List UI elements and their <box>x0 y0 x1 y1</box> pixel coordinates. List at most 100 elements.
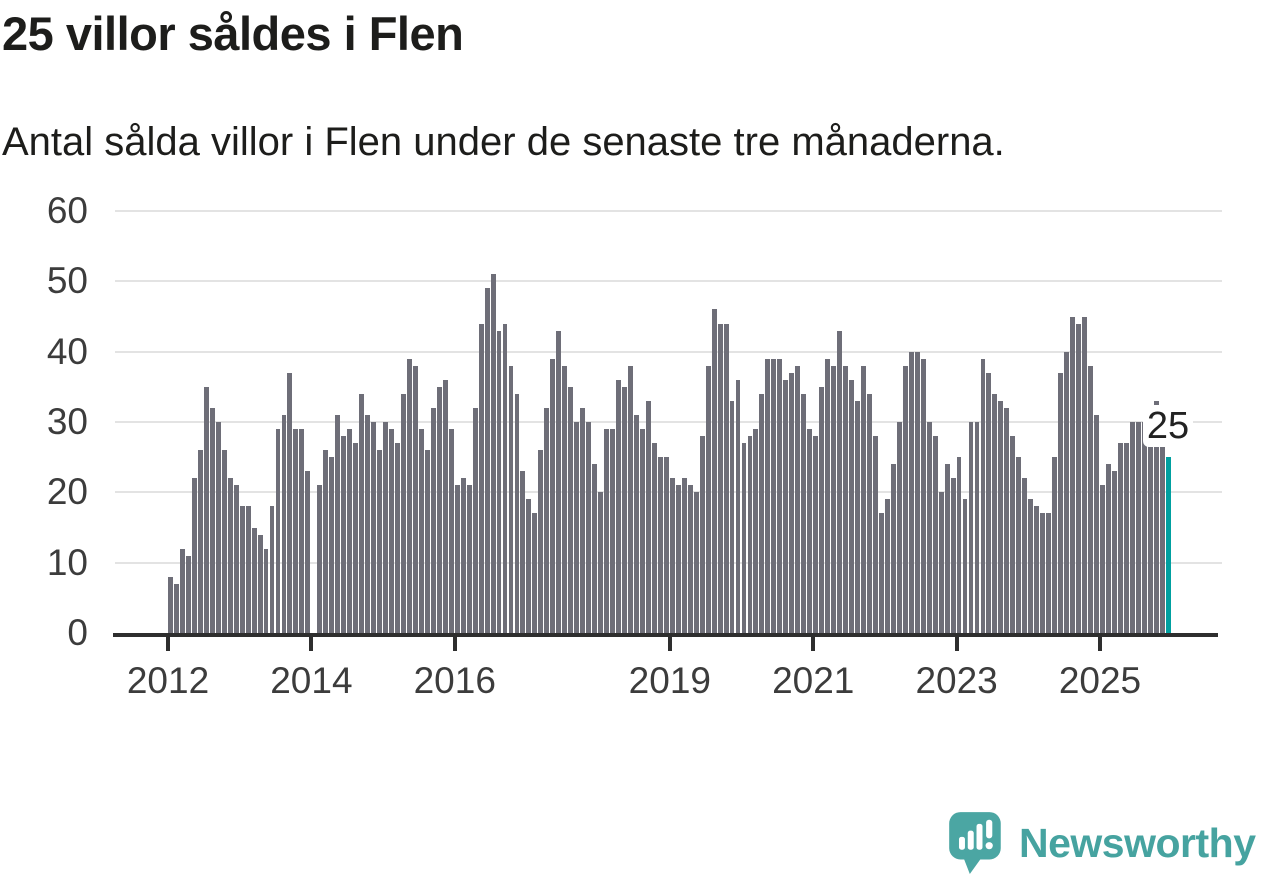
bar <box>598 492 604 633</box>
bar <box>669 478 675 633</box>
bar <box>723 323 729 633</box>
bar <box>377 450 382 633</box>
bar <box>227 478 233 633</box>
bar <box>442 379 448 633</box>
bar <box>1141 422 1147 633</box>
bar <box>633 414 639 633</box>
bar <box>986 372 992 633</box>
bar <box>520 471 526 633</box>
bar <box>681 478 687 633</box>
bar <box>825 358 831 633</box>
bar <box>389 429 394 633</box>
bar <box>1099 485 1105 633</box>
bar <box>418 429 424 633</box>
bar <box>872 436 878 633</box>
bar <box>753 429 759 633</box>
newsworthy-logo: Newsworthy <box>947 810 1256 876</box>
bar <box>705 365 711 633</box>
y-axis-label: 40 <box>46 330 88 372</box>
bar <box>269 506 275 633</box>
bar <box>430 407 436 633</box>
bar <box>974 422 980 633</box>
gridline <box>115 280 1222 283</box>
bar <box>998 400 1004 633</box>
bar <box>1159 443 1165 633</box>
x-axis-label: 2014 <box>270 660 353 701</box>
bar <box>406 358 412 633</box>
bar <box>502 323 508 633</box>
bar <box>610 429 615 633</box>
bar <box>932 436 938 633</box>
bar <box>323 450 329 633</box>
x-axis-tick <box>811 637 816 651</box>
bar <box>341 436 347 633</box>
bar <box>616 379 621 633</box>
bar <box>1094 414 1099 633</box>
bar <box>1070 316 1075 633</box>
x-axis-label: 2012 <box>126 660 210 701</box>
bar <box>215 422 221 633</box>
x-axis-tick <box>667 637 672 651</box>
x-axis-label: 2019 <box>628 660 711 701</box>
bar <box>1076 323 1081 633</box>
bar <box>257 534 263 633</box>
bar <box>1111 471 1117 633</box>
x-axis-tick <box>166 637 170 651</box>
bar <box>663 457 669 633</box>
highlighted-bar <box>1165 457 1171 633</box>
bar <box>687 485 693 633</box>
x-axis-label: 2025 <box>1058 660 1142 701</box>
bar <box>1010 436 1016 633</box>
bar <box>466 485 472 633</box>
bar <box>938 492 944 633</box>
bar <box>711 309 717 633</box>
bar <box>1105 464 1111 633</box>
y-axis-label: 10 <box>46 541 88 583</box>
bar <box>789 372 795 633</box>
bar <box>771 358 777 633</box>
bar <box>639 429 645 633</box>
bar <box>317 485 323 633</box>
bar <box>908 351 914 633</box>
bar <box>526 499 532 633</box>
bar <box>855 400 860 633</box>
bar <box>233 485 239 633</box>
bar <box>185 555 191 633</box>
bar <box>1147 443 1153 633</box>
bar <box>717 323 723 633</box>
value-annotation: 25 <box>1143 405 1193 447</box>
bar <box>622 386 627 633</box>
bar <box>239 506 245 633</box>
bar <box>245 506 251 633</box>
bar <box>962 499 968 633</box>
y-axis-label: 60 <box>46 190 88 231</box>
y-axis-label: 50 <box>46 260 88 302</box>
bar <box>1016 457 1022 633</box>
bar <box>884 499 890 633</box>
bar <box>478 323 484 633</box>
bar <box>1082 316 1087 633</box>
newsworthy-logo-icon <box>949 812 1001 874</box>
bar <box>747 436 753 633</box>
bar <box>383 422 388 633</box>
bar <box>203 386 209 633</box>
x-axis-label: 2021 <box>772 660 855 701</box>
bar <box>1129 422 1135 633</box>
bar <box>574 422 580 633</box>
bar <box>496 330 502 633</box>
page-title: 25 villor såldes i Flen <box>2 7 464 60</box>
bar <box>1004 407 1010 633</box>
bar <box>914 351 920 633</box>
bar <box>920 358 926 633</box>
bar <box>735 379 741 633</box>
bar <box>813 436 819 633</box>
bar <box>299 429 305 633</box>
bar <box>1153 400 1159 633</box>
bar <box>831 365 837 633</box>
bar <box>568 386 574 633</box>
x-axis-tick <box>309 637 314 651</box>
bar <box>902 365 908 633</box>
bar <box>490 274 496 633</box>
newsworthy-logo-text: Newsworthy <box>1019 819 1256 866</box>
